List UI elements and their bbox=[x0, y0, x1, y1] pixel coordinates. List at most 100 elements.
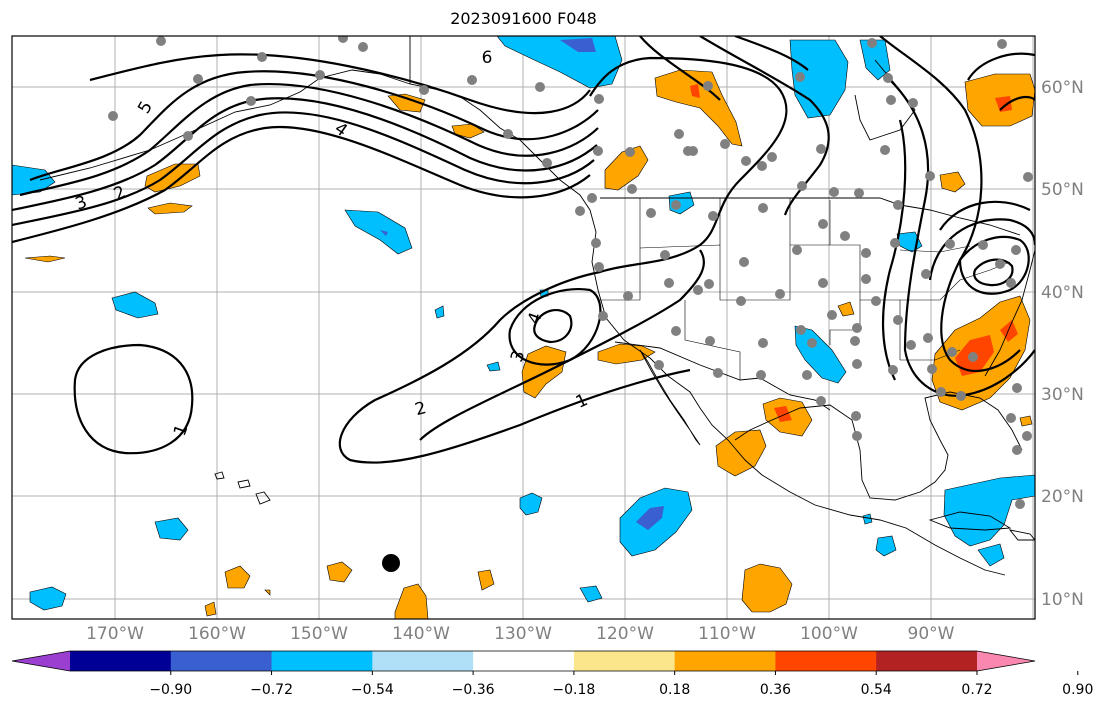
neg-area bbox=[636, 506, 664, 530]
contour-line bbox=[19, 83, 599, 197]
lon-label: 140°W bbox=[392, 624, 450, 644]
neg-area bbox=[862, 513, 873, 525]
contour-line bbox=[881, 119, 907, 381]
baja-coast bbox=[639, 349, 701, 446]
lat-label: 40°N bbox=[1041, 283, 1084, 303]
pos-area bbox=[837, 301, 855, 317]
island bbox=[237, 479, 251, 489]
lat-label: 50°N bbox=[1041, 180, 1084, 200]
pos-area bbox=[24, 255, 66, 263]
pos-area bbox=[264, 589, 271, 596]
anomaly-shading bbox=[12, 36, 1035, 619]
pos-area bbox=[477, 569, 495, 591]
contour-line bbox=[533, 308, 573, 344]
neg-area bbox=[380, 230, 388, 236]
lat-label: 30°N bbox=[1041, 385, 1084, 405]
contour-label: 3 bbox=[507, 348, 529, 365]
colorbar-tick-label: 0.36 bbox=[759, 682, 792, 698]
colorbar-tick-label: 0.54 bbox=[860, 682, 892, 698]
colorbar-bin bbox=[271, 651, 373, 671]
contour-label: 1 bbox=[170, 422, 192, 439]
contour-line bbox=[958, 235, 1030, 295]
coastlines bbox=[39, 36, 1035, 576]
colorbar-bin bbox=[876, 651, 978, 671]
contour-label: 6 bbox=[482, 48, 493, 68]
pos-area bbox=[451, 123, 485, 139]
target-point-marker bbox=[382, 554, 400, 572]
neg-area bbox=[875, 535, 897, 557]
pos-area bbox=[1019, 415, 1033, 427]
colorbar-tick-label: 0.18 bbox=[659, 682, 691, 698]
pos-area bbox=[604, 145, 649, 191]
contour-line bbox=[89, 53, 591, 115]
neg-area bbox=[496, 36, 623, 89]
lat-label: 60°N bbox=[1041, 78, 1084, 98]
lon-label: 130°W bbox=[494, 624, 552, 644]
pos-area bbox=[654, 69, 743, 147]
island bbox=[1008, 529, 1035, 541]
colorbar-bin bbox=[473, 651, 575, 671]
colorbar-bin bbox=[372, 651, 474, 671]
colorbar-bin bbox=[70, 651, 172, 671]
map-title: 2023091600 F048 bbox=[450, 9, 597, 28]
contour-line bbox=[338, 56, 788, 464]
contour-lines bbox=[12, 36, 1035, 464]
neg-area bbox=[344, 209, 413, 255]
lon-label: 120°W bbox=[596, 624, 654, 644]
pos-area bbox=[690, 84, 700, 98]
colorbar-extend-high bbox=[977, 651, 1035, 671]
pos-area bbox=[147, 202, 193, 215]
lon-label: 150°W bbox=[290, 624, 348, 644]
contour-line bbox=[419, 249, 705, 441]
lon-label: 160°W bbox=[188, 624, 246, 644]
pos-area bbox=[224, 565, 251, 589]
colorbar-bin bbox=[573, 651, 676, 671]
pos-area bbox=[387, 93, 426, 113]
us-mexico-border bbox=[614, 341, 831, 411]
contour-label: 4 bbox=[331, 119, 351, 142]
lon-label: 110°W bbox=[698, 624, 756, 644]
lat-label: 10°N bbox=[1041, 590, 1084, 610]
contour-label: 4 bbox=[524, 310, 546, 327]
colorbar bbox=[11, 650, 1079, 675]
contour-line bbox=[12, 111, 595, 227]
neg-area bbox=[154, 517, 189, 541]
colorbar-tick-label: −0.54 bbox=[350, 682, 394, 698]
graticule bbox=[12, 36, 1035, 619]
colorbar-bin bbox=[674, 651, 776, 671]
map-frame bbox=[11, 35, 1036, 620]
pos-area bbox=[597, 343, 656, 365]
contour-line bbox=[12, 125, 591, 244]
pos-area bbox=[394, 583, 429, 619]
neg-area bbox=[486, 361, 501, 372]
contour-line bbox=[734, 36, 809, 71]
pos-area bbox=[1000, 320, 1018, 342]
colorbar-bin bbox=[170, 651, 273, 671]
contour-line bbox=[73, 343, 194, 455]
colorbar-tick-label: −0.90 bbox=[149, 682, 193, 698]
neg-area bbox=[519, 492, 543, 516]
pos-area bbox=[204, 601, 217, 617]
island bbox=[255, 491, 271, 505]
pos-area bbox=[995, 96, 1012, 112]
east-coast bbox=[984, 249, 1035, 377]
neg-area bbox=[579, 585, 603, 603]
colorbar-tick-label: 0.72 bbox=[961, 682, 993, 698]
neg-area bbox=[789, 39, 849, 119]
colorbar-bin bbox=[775, 651, 877, 671]
neg-area bbox=[943, 474, 1035, 547]
lon-label: 170°W bbox=[86, 624, 144, 644]
neg-area bbox=[977, 543, 1005, 567]
pos-area bbox=[741, 563, 793, 613]
neg-area bbox=[794, 325, 847, 384]
colorbar-tick-label: 0.90 bbox=[1062, 682, 1094, 698]
pos-area bbox=[939, 171, 966, 193]
pos-area bbox=[326, 561, 353, 583]
lon-label: 90°W bbox=[907, 624, 955, 644]
lon-label: 100°W bbox=[800, 624, 858, 644]
contour-label: 2 bbox=[413, 398, 429, 420]
neg-area bbox=[111, 291, 159, 319]
neg-area bbox=[434, 305, 445, 319]
canada-boundary bbox=[600, 197, 1021, 236]
